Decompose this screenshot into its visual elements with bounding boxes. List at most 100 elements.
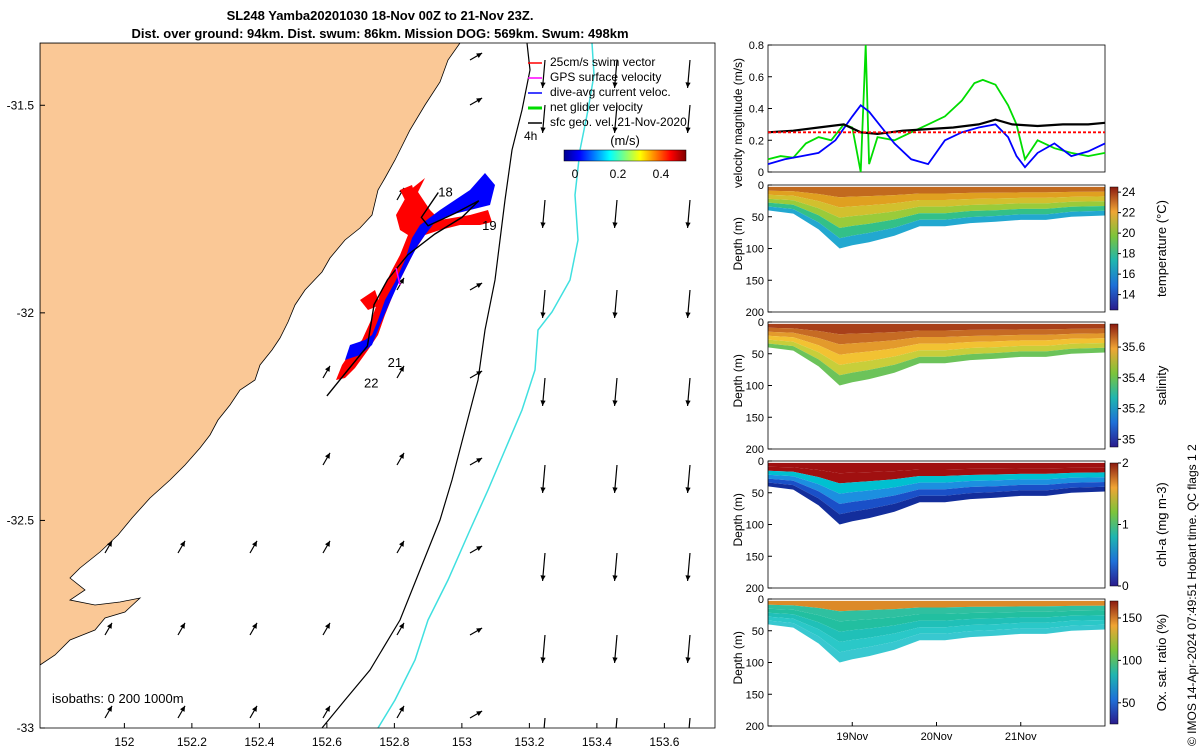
velocity-y-ticks: 0 0.2 0.4 0.6 0.8 xyxy=(749,40,772,179)
map-x-tick-label: 152.8 xyxy=(379,735,409,749)
geostrophic-arrow xyxy=(322,365,331,379)
colorbar-tick-label: 1 xyxy=(1122,518,1129,532)
section-data-band xyxy=(768,620,1105,663)
geostrophic-arrow xyxy=(177,705,186,719)
colorbar-tick-1: 0.2 xyxy=(610,167,627,181)
section-y-tick-label: 100 xyxy=(746,520,764,532)
map-panel: 18 19 21 22 152 152.2 152.4 152.6 152.8 153 153.2… xyxy=(7,42,716,749)
geostrophic-arrow xyxy=(396,365,405,379)
geostrophic-arrow xyxy=(469,457,483,466)
map-x-tick-label: 153.2 xyxy=(514,735,544,749)
section-x-tick-label: 21Nov xyxy=(1005,731,1037,743)
scale-arrow-label: 4h xyxy=(524,129,537,143)
day-labels: 18 19 21 22 xyxy=(364,185,497,391)
geostrophic-arrow xyxy=(540,634,546,663)
colorbar-label: salinity xyxy=(1154,365,1169,405)
colorbar-tick-2: 0.4 xyxy=(653,167,670,181)
section-y-tick-label: 50 xyxy=(752,212,764,224)
colorbar-label: Ox. sat. ratio (%) xyxy=(1154,614,1169,712)
geostrophic-arrow xyxy=(322,452,331,466)
section-ylabel: Depth (m) xyxy=(731,354,745,407)
section-colorbar xyxy=(1109,600,1119,725)
map-y-tick-label: -32 xyxy=(17,306,35,320)
velocity-y-tick-label: 0 xyxy=(758,167,764,179)
section-data-band xyxy=(768,482,1105,525)
colorbar-tick-label: 22 xyxy=(1122,206,1136,220)
colorbar-tick-label: 18 xyxy=(1122,247,1136,261)
section-y-tick-label: 200 xyxy=(746,583,764,595)
section-data-band xyxy=(768,206,1105,249)
section-colorbar xyxy=(1109,323,1119,448)
geostrophic-arrow xyxy=(685,59,691,88)
colorbar-label: chl-a (mg m-3) xyxy=(1154,482,1169,567)
section-y-tick-label: 50 xyxy=(752,349,764,361)
geostrophic-arrow xyxy=(685,289,691,318)
section-y-tick-label: 50 xyxy=(752,626,764,638)
section-y-tick-label: 150 xyxy=(746,689,764,701)
section-data-band xyxy=(768,604,1105,622)
section-y-tick-label: 200 xyxy=(746,307,764,319)
section-ylabel: Depth (m) xyxy=(731,493,745,546)
section-y-tick-label: 200 xyxy=(746,721,764,733)
colorbar-tick-0: 0 xyxy=(572,167,579,181)
velocity-panel: 0 0.2 0.4 0.6 0.8 velocity magnitude (m/s) xyxy=(731,40,1106,188)
geostrophic-arrow xyxy=(469,97,483,106)
colorbar-label: temperature (°C) xyxy=(1154,200,1169,297)
colorbar-tick-label: 0 xyxy=(1122,579,1129,593)
map-x-tick-label: 153.4 xyxy=(582,735,612,749)
section-y-tick-label: 0 xyxy=(758,456,764,468)
section-data-band xyxy=(768,331,1105,355)
map-y-tick-label: -33 xyxy=(17,721,35,735)
geostrophic-arrow xyxy=(612,377,618,406)
colorbar-tick-label: 35 xyxy=(1122,432,1136,446)
chart-title-line1: SL248 Yamba20201030 18-Nov 00Z to 21-Nov… xyxy=(226,8,534,23)
geostrophic-arrow xyxy=(685,552,691,581)
geostrophic-arrow xyxy=(249,705,258,719)
geostrophic-arrow xyxy=(469,52,483,61)
colorbar-tick-label: 100 xyxy=(1122,653,1142,667)
section-data-band xyxy=(768,190,1105,208)
section-data-band xyxy=(768,616,1105,653)
map-x-tick-label: 152.4 xyxy=(244,735,274,749)
colorbar-tick-label: 35.2 xyxy=(1122,402,1146,416)
colorbar-title: (m/s) xyxy=(610,133,640,148)
geostrophic-arrow xyxy=(177,540,186,554)
section-data-band xyxy=(768,343,1105,386)
geostrophic-arrow xyxy=(469,282,483,291)
geostrophic-arrow xyxy=(469,370,483,379)
geostrophic-arrow xyxy=(104,622,113,636)
map-y-tick-label: -32.5 xyxy=(7,513,35,527)
geostrophic-arrow xyxy=(396,705,405,719)
section-data-band xyxy=(768,323,1105,335)
day-label: 19 xyxy=(482,218,496,233)
section-data-band xyxy=(768,612,1105,642)
geostrophic-arrow xyxy=(177,622,186,636)
dive-avg-current-cloud xyxy=(345,173,495,360)
geostrophic-arrow xyxy=(540,464,546,493)
legend-dive-avg: dive-avg current veloc. xyxy=(550,85,671,99)
colorbar-tick-label: 2 xyxy=(1122,456,1129,470)
section-colorbar xyxy=(1109,462,1119,587)
geostrophic-arrow xyxy=(322,705,331,719)
geostrophic-arrow xyxy=(685,464,691,493)
geostrophic-arrow xyxy=(396,540,405,554)
geostrophic-arrow xyxy=(612,464,618,493)
geostrophic-arrow xyxy=(540,552,546,581)
chart-title-line2: Dist. over ground: 94km. Dist. swum: 86k… xyxy=(131,26,629,41)
section-data-band xyxy=(768,466,1105,484)
geostrophic-arrow xyxy=(543,717,546,728)
surface-geostrophic-arrows xyxy=(104,52,691,728)
colorbar-tick-label: 14 xyxy=(1122,288,1136,302)
section-data-band xyxy=(768,339,1105,376)
geostrophic-arrow xyxy=(249,622,258,636)
geostrophic-arrow xyxy=(469,545,483,554)
geostrophic-arrow xyxy=(612,59,618,88)
section-y-tick-label: 200 xyxy=(746,444,764,456)
section-y-tick-label: 0 xyxy=(758,317,764,329)
section-data-band xyxy=(768,194,1105,218)
geostrophic-arrow xyxy=(685,199,691,228)
section-y-tick-label: 100 xyxy=(746,244,764,256)
section-data-band xyxy=(768,335,1105,365)
geostrophic-arrow xyxy=(612,552,618,581)
